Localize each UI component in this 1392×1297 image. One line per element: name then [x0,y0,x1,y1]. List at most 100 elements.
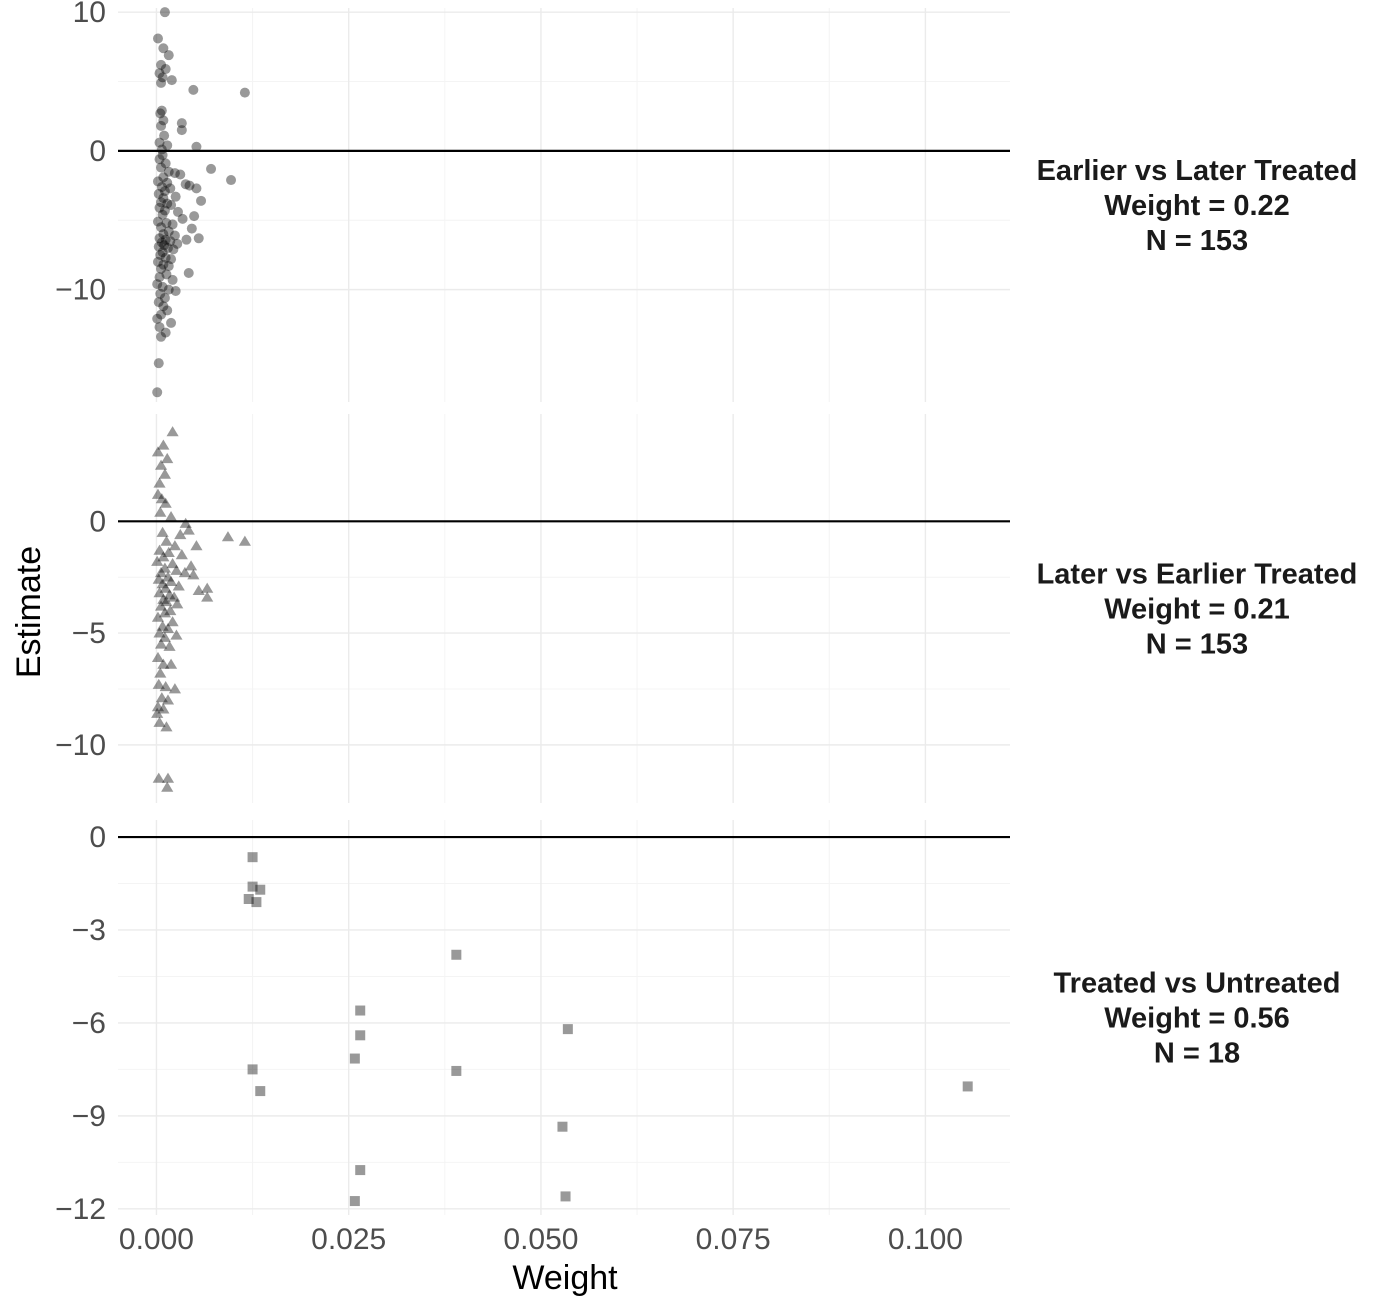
data-point [167,219,178,230]
facet-strip-label: Treated vs Untreated [1054,968,1341,1000]
data-point [156,237,167,248]
data-point [557,1121,568,1132]
data-point [153,188,164,199]
data-point [247,881,258,892]
data-point [201,582,214,593]
x-tick-label: 0.075 [696,1223,771,1256]
data-point [169,230,180,241]
y-tick-label: −10 [55,274,106,307]
data-point [175,549,188,560]
data-point [163,640,176,651]
y-tick-label: −5 [72,617,106,650]
data-point [247,1064,258,1075]
data-point [153,716,166,727]
data-point [156,222,167,233]
data-point [186,223,197,234]
y-tick-label: 0 [89,135,106,168]
data-point [152,387,163,398]
data-point [164,575,178,587]
data-point [168,244,179,255]
data-point [166,75,177,86]
data-point [163,226,174,237]
data-point [161,622,175,633]
data-point [163,589,176,600]
y-tick-label: −3 [72,914,106,947]
data-point [161,269,172,280]
chart-panels: −10 0 10 Earlier vs Later Treated Weight = 0… [55,0,1357,1226]
data-point [161,452,174,464]
x-tick-label: 0.025 [311,1223,386,1256]
data-point [158,172,169,183]
points-square [243,852,973,1207]
data-point [243,894,254,904]
data-point [154,137,165,148]
data-point [162,177,173,188]
y-axis-title: Estimate [10,546,48,678]
data-point [206,163,217,174]
data-point [161,218,172,229]
data-point [183,267,194,278]
data-point [172,206,183,217]
data-point [166,317,177,328]
data-point [166,200,177,210]
data-point [160,234,171,245]
y-tick-label: −10 [55,729,106,762]
data-point [157,247,168,258]
data-point [355,1005,366,1016]
data-point [192,584,205,595]
data-point [162,305,173,316]
data-point [962,1081,973,1092]
data-point [191,141,202,152]
data-point [157,209,168,220]
data-point [158,562,171,573]
facet-strip-label: Weight = 0.21 [1104,594,1290,626]
data-point [153,358,164,369]
data-point [156,263,167,274]
data-point [562,1024,573,1035]
x-axis-title: Weight [512,1259,618,1297]
data-point [166,254,177,265]
data-point [153,477,166,488]
data-point [156,162,167,173]
data-point [355,1030,366,1041]
data-point [159,680,172,692]
data-point [451,1065,462,1076]
data-point [179,517,192,528]
data-point [156,59,167,70]
data-point [160,535,173,546]
data-point [172,580,185,591]
data-point [238,535,251,546]
data-point [164,658,178,669]
data-point [159,240,170,251]
y-tick-label: 10 [73,0,106,29]
data-point [156,620,169,631]
data-point [160,158,171,169]
data-point [154,566,168,578]
data-point [190,540,203,551]
data-point [160,595,173,607]
data-point [161,772,175,783]
data-point [159,130,170,141]
data-point [161,571,175,582]
data-point [154,202,165,213]
data-point [156,197,167,208]
data-point [170,286,181,297]
data-point [151,555,164,566]
data-point [168,540,181,551]
data-point [157,72,168,83]
data-point [154,638,168,649]
facet-strip-label: Earlier vs Later Treated [1037,155,1358,187]
data-point [163,50,174,61]
data-point [168,591,181,602]
data-point [153,587,166,598]
data-point [153,627,166,638]
data-point [187,569,200,580]
data-point [158,43,169,54]
data-point [560,1191,571,1202]
data-point [157,551,170,562]
data-point [191,183,202,194]
data-point [157,658,170,669]
data-point [251,897,262,908]
data-point [154,600,168,611]
